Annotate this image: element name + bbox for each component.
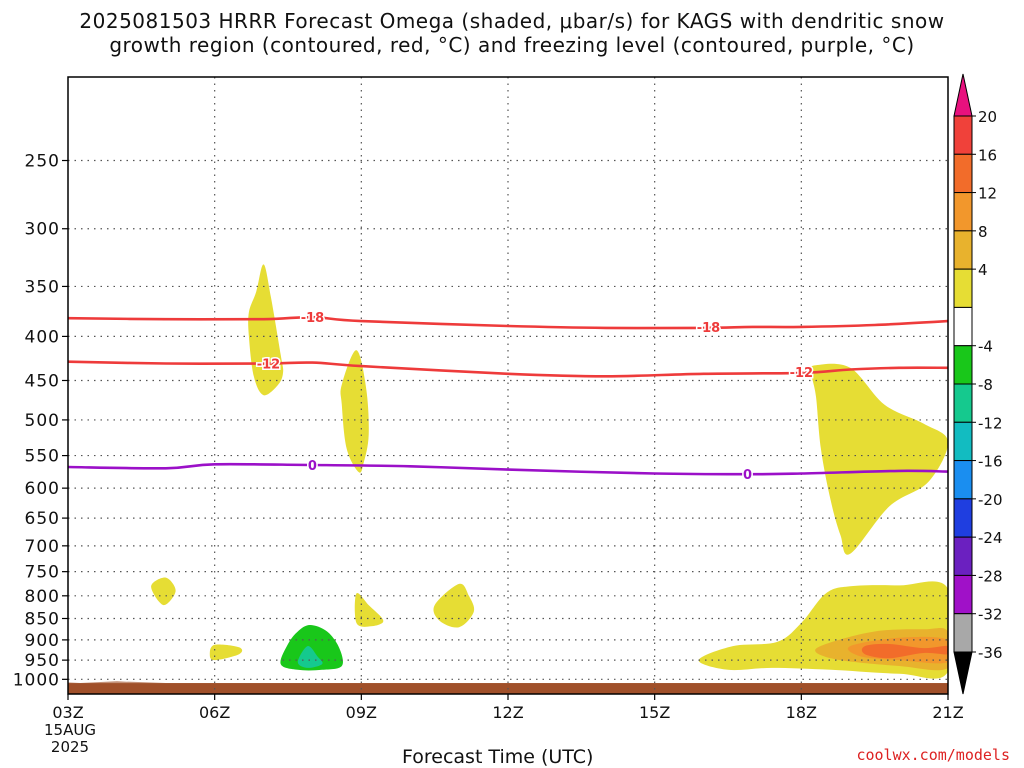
colorbar-bin [953, 498, 973, 538]
contour-line-m18 [68, 315, 948, 330]
contour-label: -12 [257, 357, 281, 372]
colorbar-bin [953, 115, 973, 155]
y-tick-label: 700 [25, 537, 60, 557]
omega-region-5 [209, 644, 243, 661]
grid-layer [68, 77, 948, 694]
contour-label: 0 [743, 468, 752, 483]
omega-region-6 [280, 625, 343, 671]
omega-region-3 [354, 592, 384, 627]
colorbar-tick-label: 4 [978, 261, 988, 279]
colorbar-bin [953, 345, 973, 385]
colorbar-top-arrow [953, 73, 973, 117]
colorbar: 20 16 12 8 4 -4 -8 -12 -16 -20 -24 -28 -32 -36 [953, 73, 1003, 695]
colorbar-tick-label: -16 [978, 453, 1003, 471]
chart-title-line-1: 2025081503 HRRR Forecast Omega (shaded, … [79, 9, 945, 33]
colorbar-tick-label: -8 [978, 376, 993, 394]
y-tick-label: 900 [25, 631, 60, 651]
y-tick-label: 400 [25, 327, 60, 347]
colorbar-bin [953, 460, 973, 500]
x-tick-label: 12Z [492, 703, 523, 722]
ground-bump [68, 681, 166, 684]
colorbar-tick-label: -36 [978, 644, 1003, 662]
omega-region-12 [861, 643, 948, 659]
source-credit: coolwx.com/models [856, 746, 1010, 764]
x-tick-label: 03Z [52, 703, 83, 722]
colorbar-tick-label: -32 [978, 606, 1003, 624]
contour-label: -12 [790, 366, 814, 381]
x-date-label: 2025 [51, 738, 89, 756]
colorbar-bin [953, 230, 973, 270]
contour-line-0 [68, 462, 948, 476]
y-tick-label: 450 [25, 371, 60, 391]
colorbar-tick-label: -24 [978, 529, 1003, 547]
contour-label: -18 [301, 311, 325, 326]
colorbar-bin [953, 192, 973, 232]
colorbar-tick-label: -20 [978, 491, 1003, 509]
colorbar-bin [953, 383, 973, 423]
omega-shading-layer [151, 264, 948, 679]
ground-layer [68, 681, 948, 694]
y-tick-label: 550 [25, 447, 60, 467]
colorbar-tick-label: -4 [978, 338, 993, 356]
omega-region-7 [297, 646, 323, 668]
colorbar-tick-label: 16 [978, 146, 997, 164]
colorbar-bin [953, 536, 973, 576]
chart-title-line-2: growth region (contoured, red, °C) and f… [109, 33, 915, 57]
colorbar-bin [953, 421, 973, 462]
colorbar-tick-label: -28 [978, 567, 1003, 585]
y-tick-label: 500 [25, 411, 60, 431]
omega-region-0 [248, 264, 284, 396]
y-tick-label: 250 [25, 152, 60, 172]
y-tick-label: 800 [25, 587, 60, 607]
x-date-label: 15AUG [44, 721, 96, 739]
x-tick-label: 21Z [932, 703, 963, 722]
x-tick-label: 18Z [786, 703, 817, 722]
y-tick-label: 350 [25, 277, 60, 297]
colorbar-tick-label: 8 [978, 223, 988, 241]
colorbar-bin [953, 153, 973, 194]
y-tick-label: 1000 [13, 670, 60, 690]
colorbar-tick-label: 20 [978, 108, 997, 126]
colorbar-bin [953, 306, 973, 347]
y-tick-label: 300 [25, 220, 60, 240]
contour-layer: -18 -18 -12 -12 0 0 [68, 310, 948, 485]
x-tick-label: 09Z [346, 703, 377, 722]
colorbar-bottom-arrow [953, 651, 973, 695]
colorbar-tick-label: -12 [978, 414, 1003, 432]
omega-region-8 [810, 363, 948, 555]
colorbar-bin [953, 268, 973, 308]
y-tick-label: 650 [25, 509, 60, 529]
y-tick-label: 950 [25, 651, 60, 671]
y-tick-label: 750 [25, 563, 60, 583]
contour-line-m12 [68, 360, 948, 378]
omega-region-4 [433, 583, 475, 628]
omega-region-1 [340, 350, 369, 473]
contour-label: -18 [697, 321, 721, 336]
axes-layer: 2503003504004505005506006507007508008509… [13, 76, 964, 756]
x-tick-label: 15Z [639, 703, 670, 722]
colorbar-bin [953, 613, 973, 653]
x-tick-label: 06Z [199, 703, 230, 722]
colorbar-tick-label: 12 [978, 185, 997, 203]
x-axis-label: Forecast Time (UTC) [402, 746, 594, 768]
colorbar-bin [953, 574, 973, 615]
y-tick-label: 850 [25, 610, 60, 630]
omega-region-2 [151, 577, 176, 606]
y-tick-label: 600 [25, 479, 60, 499]
contour-label: 0 [308, 459, 317, 474]
